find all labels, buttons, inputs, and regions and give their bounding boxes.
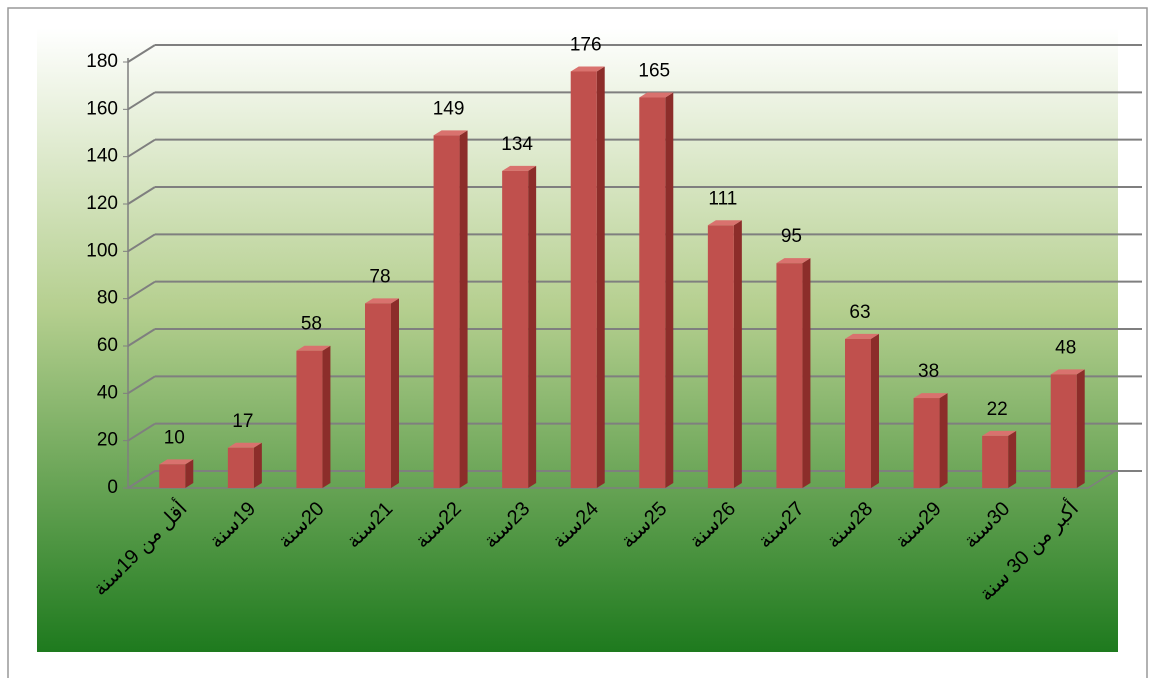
- bar-front: [433, 135, 460, 488]
- bar-side: [1076, 369, 1085, 488]
- grid-line-depth: [127, 470, 156, 489]
- grid-line-depth: [127, 44, 156, 63]
- y-tick-label: 40: [97, 382, 118, 403]
- bar-side: [802, 258, 811, 488]
- bar-front: [296, 350, 323, 488]
- bar-side: [596, 66, 605, 488]
- data-label: 58: [301, 314, 322, 335]
- bar-side: [185, 459, 194, 488]
- y-tick-label: 120: [86, 193, 118, 214]
- bar-top: [570, 66, 605, 72]
- bar-front: [502, 170, 529, 488]
- y-tick-label: 0: [107, 477, 118, 498]
- bar: [982, 430, 1017, 488]
- bar-side: [871, 333, 879, 488]
- bar: [707, 220, 742, 489]
- data-label: 111: [708, 188, 737, 209]
- data-label: 38: [918, 361, 939, 382]
- bar-top: [845, 333, 879, 339]
- grid-line-depth: [127, 138, 156, 158]
- bar: [502, 165, 537, 488]
- y-tick-label: 60: [97, 335, 118, 356]
- data-label: 63: [849, 302, 870, 323]
- frame: [7, 7, 1148, 678]
- data-label: 17: [232, 411, 253, 432]
- bar-front: [639, 97, 666, 488]
- bar-top: [639, 92, 674, 98]
- bar-side: [733, 220, 742, 489]
- bar-front: [707, 225, 734, 489]
- y-tick-label: 140: [86, 146, 118, 167]
- bar: [1050, 369, 1085, 488]
- y-tick-label: 160: [86, 98, 118, 119]
- grid-line-depth: [127, 186, 156, 205]
- bar-side: [391, 298, 399, 488]
- bar: [913, 393, 948, 488]
- grid-line-depth: [127, 233, 156, 253]
- bar-side: [322, 345, 331, 488]
- grid-line-depth: [127, 280, 156, 300]
- bar-side: [939, 393, 948, 488]
- grid-line-depth: [127, 328, 156, 347]
- bar-front: [159, 464, 186, 488]
- data-label: 78: [369, 266, 390, 287]
- bar-top: [433, 130, 468, 136]
- data-label: 134: [501, 134, 533, 155]
- data-label: 22: [987, 399, 1008, 420]
- bar-front: [1050, 374, 1077, 488]
- bar: [159, 459, 194, 488]
- bar: [365, 298, 399, 488]
- bar: [227, 442, 262, 488]
- data-label: 48: [1055, 337, 1076, 358]
- bar-top: [365, 298, 399, 304]
- grid-line-depth: [127, 422, 156, 442]
- bar-front: [776, 263, 803, 488]
- bar-front: [365, 303, 391, 488]
- data-label: 95: [781, 226, 802, 247]
- bar-top: [1050, 369, 1085, 375]
- data-label: 165: [638, 61, 670, 82]
- bar-front: [845, 338, 871, 488]
- y-tick-label: 100: [86, 240, 118, 261]
- bar-top: [296, 345, 331, 351]
- bar-front: [913, 398, 940, 488]
- data-label: 176: [570, 34, 602, 55]
- bar-front: [227, 447, 254, 488]
- bar-top: [913, 393, 948, 399]
- bar: [776, 258, 811, 488]
- bar-top: [227, 442, 262, 448]
- bar-side: [459, 130, 468, 488]
- y-tick-label: 180: [86, 51, 118, 72]
- bar-side: [528, 165, 537, 488]
- grid-line-depth: [127, 91, 156, 111]
- bar: [639, 92, 674, 488]
- data-label: 149: [433, 98, 465, 119]
- bar-top: [502, 165, 537, 171]
- bar: [296, 345, 331, 488]
- bar-front: [570, 71, 597, 488]
- bar: [570, 66, 605, 488]
- bar: [845, 333, 879, 488]
- bar-side: [665, 92, 674, 488]
- y-tick-label: 80: [97, 288, 118, 309]
- bar-side: [253, 442, 262, 488]
- data-label: 10: [164, 427, 185, 448]
- bar-top: [159, 459, 194, 465]
- grid-line-depth: [127, 375, 156, 395]
- bar: [433, 130, 468, 488]
- y-tick-label: 20: [97, 430, 118, 451]
- bar-front: [982, 435, 1009, 488]
- bar-side: [1008, 430, 1017, 488]
- bar-top: [982, 430, 1017, 436]
- bar-top: [707, 220, 742, 226]
- bar-top: [776, 258, 811, 264]
